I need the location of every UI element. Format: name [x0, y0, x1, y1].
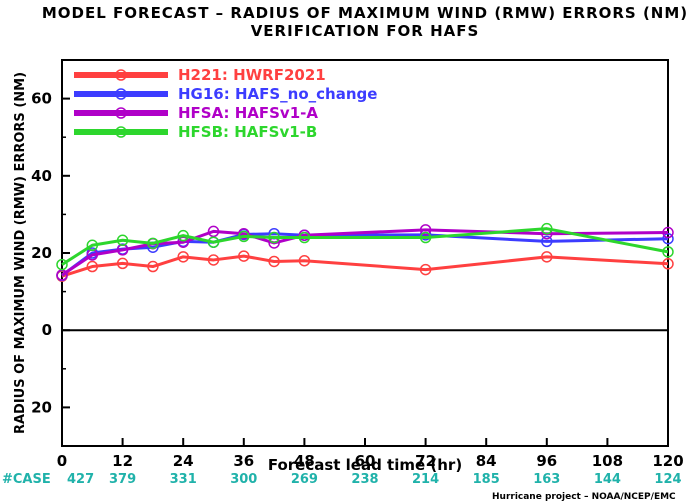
x-tick-label: 60	[355, 452, 376, 470]
case-count: 331	[170, 472, 197, 487]
y-tick-label: 20	[31, 244, 52, 262]
legend-label: HFSB: HAFSv1-B	[178, 123, 317, 141]
x-tick-label: 120	[652, 452, 683, 470]
data-point	[86, 260, 99, 273]
case-count: 379	[109, 472, 136, 487]
chart-title: MODEL FORECAST – RADIUS OF MAXIMUM WIND …	[42, 4, 688, 22]
y-tick-label: 40	[31, 167, 52, 185]
series-group	[56, 222, 674, 271]
legend-label: HFSA: HAFSv1-A	[178, 104, 318, 122]
data-point	[147, 237, 159, 250]
data-point	[238, 250, 250, 262]
x-tick-label: 108	[592, 452, 623, 470]
case-count: 300	[230, 472, 257, 487]
x-tick-label: 96	[536, 452, 557, 470]
plot-frame	[61, 59, 669, 447]
x-tick-label: 0	[57, 452, 67, 470]
data-point	[419, 231, 432, 244]
series-group	[56, 250, 674, 282]
legend-label: HG16: HAFS_no_change	[178, 85, 377, 103]
data-point	[419, 263, 432, 276]
legend-marker	[115, 126, 127, 138]
data-point	[86, 239, 99, 252]
case-label: #CASE	[2, 472, 51, 487]
data-point	[207, 225, 220, 238]
case-count: 163	[533, 472, 560, 487]
data-point	[541, 222, 553, 235]
case-count-row: #CASE 427 379 331 300 269 238 214 185 163 144 124	[2, 472, 682, 487]
data-point	[207, 254, 220, 266]
data-point	[147, 260, 159, 273]
x-axis-label: Forecast lead time (hr)	[268, 456, 462, 474]
data-point	[541, 235, 553, 248]
data-point	[238, 230, 250, 243]
legend-marker	[115, 88, 127, 100]
data-point	[298, 254, 311, 267]
case-count: 427	[67, 472, 94, 487]
x-tick-label: 24	[173, 452, 194, 470]
series-line	[61, 254, 669, 278]
x-tick-label: 36	[233, 452, 254, 470]
series-layer	[56, 222, 674, 282]
data-point	[177, 229, 189, 242]
legend-marker	[115, 107, 127, 119]
credit-text: Hurricane project – NOAA/NCEP/EMC	[492, 492, 676, 502]
case-count: 124	[654, 472, 681, 487]
data-point	[116, 234, 129, 247]
data-point	[268, 231, 280, 244]
data-point	[207, 236, 220, 248]
data-point	[419, 224, 432, 236]
data-point	[298, 231, 311, 244]
data-point	[177, 251, 189, 263]
case-count: 144	[594, 472, 621, 487]
x-tick-label: 12	[112, 452, 133, 470]
chart-subtitle: VERIFICATION FOR HAFS	[251, 22, 480, 40]
plot-area	[61, 59, 669, 447]
series-line	[61, 232, 669, 277]
case-count: 269	[291, 472, 318, 487]
y-axis-label: RADIUS OF MAXIMUM WIND (RMW) ERRORS (NM)	[13, 72, 28, 434]
data-point	[662, 226, 674, 239]
data-point	[541, 251, 553, 263]
data-point	[56, 258, 68, 271]
series-group	[56, 224, 674, 281]
data-point	[662, 246, 674, 258]
y-tick-label: 60	[31, 90, 52, 108]
case-count: 238	[351, 472, 378, 487]
y-tick-label: 0	[42, 321, 52, 339]
data-point	[177, 236, 189, 248]
legend-label: H221: HWRF2021	[178, 66, 326, 84]
legend-marker	[115, 69, 127, 81]
data-point	[662, 258, 674, 270]
y-tick-label: 20	[31, 398, 52, 416]
x-tick-label: 48	[294, 452, 315, 470]
axis-ticks: 0 12 24 36 48 60 72 84 96 108 120 20 0 20 40 60	[31, 59, 684, 470]
x-tick-label: 72	[415, 452, 436, 470]
data-point	[268, 255, 280, 268]
data-point	[116, 257, 129, 270]
x-tick-label: 84	[476, 452, 497, 470]
case-count: 185	[473, 472, 500, 487]
case-count: 214	[412, 472, 439, 487]
